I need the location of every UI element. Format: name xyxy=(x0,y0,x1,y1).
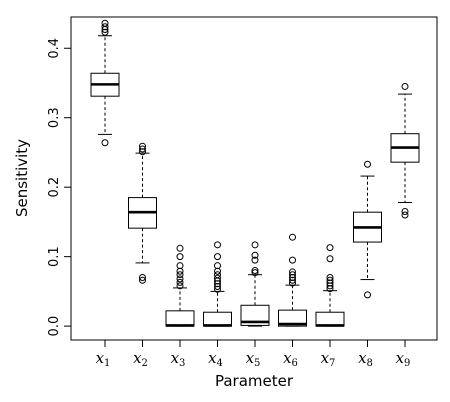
x-tick-label: x9 xyxy=(396,349,411,369)
outlier-point xyxy=(139,276,146,284)
x-tick-label: x4 xyxy=(208,349,223,369)
x-tick-label: x8 xyxy=(358,349,373,369)
outlier-point xyxy=(101,23,109,31)
outlier-point xyxy=(176,278,184,286)
box-iqr xyxy=(165,310,195,327)
outlier-point xyxy=(289,271,296,279)
y-tick-label: 0.3 xyxy=(47,107,62,128)
outlier-point xyxy=(139,142,146,150)
plot-frame xyxy=(70,16,438,341)
box-iqr xyxy=(203,311,232,327)
outlier-point xyxy=(251,256,259,264)
outlier-point xyxy=(139,273,146,281)
y-tick-label: 0.0 xyxy=(47,316,62,337)
y-axis-title: Sensitivity xyxy=(13,139,31,217)
x-tick-label: x5 xyxy=(246,349,261,369)
outlier-point xyxy=(326,244,334,252)
outlier-point xyxy=(214,241,221,249)
box-9 xyxy=(390,82,420,219)
y-tick-label: 0.4 xyxy=(47,38,62,59)
outlier-point xyxy=(214,271,221,279)
box-5 xyxy=(240,241,270,327)
outlier-point xyxy=(326,255,334,263)
outlier-point xyxy=(101,139,109,147)
x-tick-label: x6 xyxy=(283,349,298,369)
outlier-point xyxy=(364,291,371,299)
outlier-point xyxy=(251,241,259,249)
box-iqr xyxy=(240,304,270,326)
box-4 xyxy=(203,241,232,327)
outlier-point xyxy=(289,256,296,264)
x-axis: x1 x2 x3 x4 x5 x6 x7 x8 x9 xyxy=(96,340,411,369)
outlier-point xyxy=(214,274,221,282)
box-iqr xyxy=(315,311,345,327)
box-6 xyxy=(278,233,307,327)
outlier-point xyxy=(176,275,184,283)
x-tick-label: x1 xyxy=(96,349,111,369)
outlier-point xyxy=(214,262,221,270)
outlier-point xyxy=(176,244,184,252)
outlier-point xyxy=(176,282,184,290)
outlier-point xyxy=(326,276,334,284)
outlier-point xyxy=(289,233,296,241)
box-7 xyxy=(315,244,345,327)
outlier-point xyxy=(251,267,259,275)
outlier-point xyxy=(176,262,184,270)
outlier-point xyxy=(101,19,109,27)
box-iqr xyxy=(278,309,307,327)
box-8 xyxy=(353,160,382,299)
x-axis-title: Parameter xyxy=(215,372,294,390)
outlier-point xyxy=(251,269,259,277)
outlier-point xyxy=(214,253,221,261)
x-tick-label: x3 xyxy=(171,349,186,369)
outlier-point xyxy=(251,251,259,259)
outlier-point xyxy=(401,207,409,215)
x-tick-label: x2 xyxy=(133,349,148,369)
y-axis: 0.0 0.1 0.2 0.3 0.4 xyxy=(47,38,71,337)
outlier-point xyxy=(289,268,296,276)
outlier-point xyxy=(176,271,184,279)
outlier-point xyxy=(176,253,184,261)
boxes-group xyxy=(90,19,420,327)
box-1 xyxy=(90,19,120,147)
box-3 xyxy=(165,244,195,327)
outlier-point xyxy=(364,160,371,168)
box-2 xyxy=(128,142,157,284)
y-tick-label: 0.2 xyxy=(47,177,62,198)
outlier-point xyxy=(401,211,409,219)
x-tick-label: x7 xyxy=(321,349,336,369)
outlier-point xyxy=(326,273,334,281)
outlier-point xyxy=(139,145,146,153)
y-tick-label: 0.1 xyxy=(47,246,62,267)
outlier-point xyxy=(401,82,409,90)
